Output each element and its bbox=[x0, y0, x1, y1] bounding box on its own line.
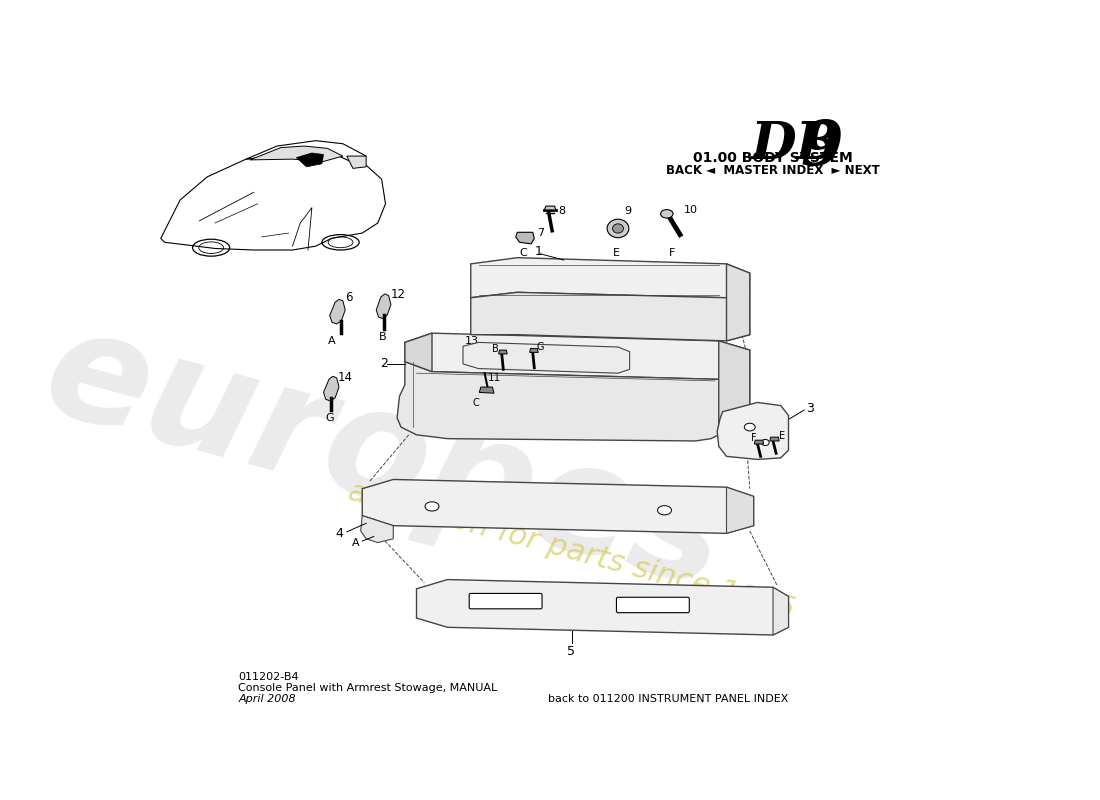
Text: DB: DB bbox=[750, 119, 840, 170]
Polygon shape bbox=[480, 387, 494, 394]
Ellipse shape bbox=[761, 439, 769, 446]
Polygon shape bbox=[361, 516, 394, 542]
Text: 1: 1 bbox=[535, 245, 543, 258]
Polygon shape bbox=[397, 362, 750, 441]
Polygon shape bbox=[161, 154, 385, 250]
Polygon shape bbox=[726, 264, 750, 341]
Polygon shape bbox=[405, 333, 750, 379]
Text: 3: 3 bbox=[806, 402, 814, 415]
Text: 11: 11 bbox=[487, 373, 500, 383]
Text: 5: 5 bbox=[568, 645, 575, 658]
Text: C: C bbox=[519, 249, 527, 258]
Text: 4: 4 bbox=[336, 527, 343, 540]
Text: 9: 9 bbox=[624, 206, 631, 217]
Text: A: A bbox=[328, 336, 336, 346]
FancyBboxPatch shape bbox=[616, 598, 690, 613]
Text: F: F bbox=[669, 249, 675, 258]
Text: back to 011200 INSTRUMENT PANEL INDEX: back to 011200 INSTRUMENT PANEL INDEX bbox=[548, 694, 789, 703]
Polygon shape bbox=[250, 146, 343, 162]
Polygon shape bbox=[726, 487, 754, 534]
Text: A: A bbox=[352, 538, 359, 547]
Text: 9: 9 bbox=[800, 118, 843, 178]
Polygon shape bbox=[463, 342, 629, 373]
Polygon shape bbox=[417, 579, 789, 635]
Polygon shape bbox=[296, 153, 323, 167]
Text: BACK ◄  MASTER INDEX  ► NEXT: BACK ◄ MASTER INDEX ► NEXT bbox=[667, 164, 880, 177]
Text: F: F bbox=[751, 433, 757, 443]
Polygon shape bbox=[755, 440, 763, 444]
Polygon shape bbox=[516, 232, 535, 244]
Text: 01.00 BODY SYSTEM: 01.00 BODY SYSTEM bbox=[693, 151, 852, 166]
Ellipse shape bbox=[425, 502, 439, 511]
Text: europes: europes bbox=[30, 296, 741, 620]
Text: C: C bbox=[472, 398, 478, 408]
Ellipse shape bbox=[745, 423, 756, 431]
Text: 13: 13 bbox=[464, 336, 478, 346]
Polygon shape bbox=[346, 156, 366, 168]
Polygon shape bbox=[773, 587, 789, 635]
Polygon shape bbox=[717, 402, 789, 459]
Text: G: G bbox=[326, 414, 334, 423]
Text: 6: 6 bbox=[345, 291, 353, 304]
Polygon shape bbox=[471, 292, 750, 341]
Text: 011202-B4: 011202-B4 bbox=[239, 672, 299, 682]
Polygon shape bbox=[323, 376, 339, 401]
Text: E: E bbox=[779, 431, 785, 442]
Text: 12: 12 bbox=[390, 288, 406, 301]
Text: 7: 7 bbox=[537, 229, 544, 238]
Polygon shape bbox=[471, 258, 750, 298]
Text: B: B bbox=[378, 332, 386, 342]
Text: April 2008: April 2008 bbox=[239, 694, 296, 703]
Polygon shape bbox=[544, 206, 556, 210]
Ellipse shape bbox=[661, 210, 673, 218]
Ellipse shape bbox=[607, 219, 629, 238]
Polygon shape bbox=[330, 299, 345, 324]
FancyBboxPatch shape bbox=[470, 594, 542, 609]
Polygon shape bbox=[530, 349, 538, 353]
Text: 10: 10 bbox=[684, 205, 697, 215]
Ellipse shape bbox=[613, 224, 624, 233]
Polygon shape bbox=[718, 341, 750, 435]
Text: G: G bbox=[537, 342, 544, 352]
Polygon shape bbox=[405, 333, 432, 372]
Ellipse shape bbox=[658, 506, 671, 515]
Text: Console Panel with Armrest Stowage, MANUAL: Console Panel with Armrest Stowage, MANU… bbox=[239, 682, 497, 693]
Polygon shape bbox=[362, 479, 754, 534]
Text: 14: 14 bbox=[338, 370, 352, 383]
Polygon shape bbox=[246, 141, 366, 166]
Polygon shape bbox=[498, 350, 507, 354]
Polygon shape bbox=[770, 437, 779, 441]
Text: B: B bbox=[492, 343, 499, 354]
Text: E: E bbox=[613, 249, 620, 258]
Text: 2: 2 bbox=[379, 358, 388, 370]
Polygon shape bbox=[376, 294, 390, 318]
Text: a passion for parts since 1985: a passion for parts since 1985 bbox=[345, 477, 798, 624]
Text: 8: 8 bbox=[559, 206, 565, 217]
